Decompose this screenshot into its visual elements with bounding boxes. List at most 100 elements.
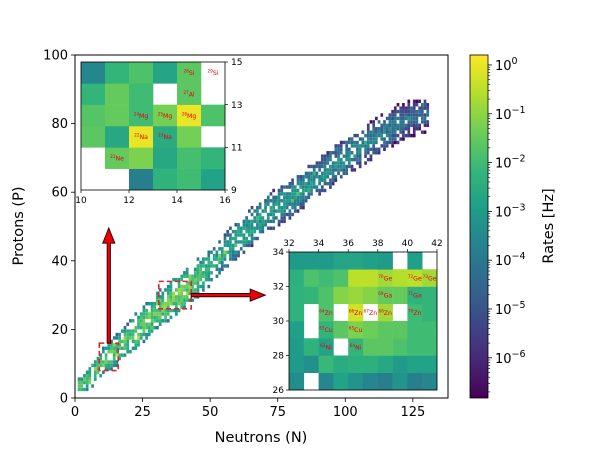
main-heatmap-cell — [220, 253, 224, 258]
inset-lower-right-x-ticks: 32 34 36 38 40 42 — [283, 239, 443, 252]
main-heatmap-cell — [107, 349, 111, 354]
main-heatmap-cell — [231, 229, 235, 234]
main-heatmap-cell — [102, 360, 105, 364]
main-heatmap-cell — [139, 312, 143, 316]
main-heatmap-cell — [234, 233, 238, 237]
main-heatmap-cell — [366, 147, 370, 152]
main-heatmap-cell — [261, 219, 265, 224]
main-heatmap-cell — [304, 195, 308, 200]
main-heatmap-cell — [393, 127, 397, 131]
main-heatmap-cell — [404, 133, 408, 138]
main-heatmap-cell — [296, 192, 300, 196]
main-heatmap-cell — [277, 205, 281, 210]
main-heatmap-cell — [180, 288, 184, 292]
inset-x-tick-label: 32 — [283, 239, 294, 249]
main-heatmap-cell — [177, 295, 181, 299]
main-heatmap-cell — [223, 240, 227, 244]
main-heatmap-cell — [212, 247, 216, 251]
main-heatmap-cell — [85, 373, 89, 378]
main-heatmap-cell — [196, 281, 200, 285]
main-heatmap-cell — [364, 147, 367, 152]
main-heatmap-cell — [169, 281, 173, 285]
main-heatmap-cell — [426, 106, 430, 110]
main-heatmap-cell — [266, 202, 270, 206]
main-heatmap-cell — [350, 151, 354, 155]
main-heatmap-cell — [412, 113, 416, 117]
isotope-label: 71Ga — [408, 291, 422, 300]
main-heatmap-cell — [172, 308, 175, 313]
main-heatmap-cell — [223, 253, 227, 258]
main-heatmap-cell — [242, 250, 246, 254]
main-heatmap-cell — [256, 219, 259, 224]
main-heatmap-cell — [372, 140, 376, 145]
main-heatmap-cell — [177, 284, 181, 289]
main-heatmap-cell — [291, 212, 294, 217]
main-heatmap-cell — [402, 130, 405, 134]
main-heatmap-cell — [331, 171, 335, 176]
colorbar-ticks: 10−6 10−5 10−4 10−3 10−2 10−1 100 — [488, 56, 526, 393]
main-heatmap-cell — [202, 271, 205, 275]
main-heatmap-cell — [183, 288, 186, 292]
main-heatmap-cell — [399, 106, 403, 110]
main-heatmap-cell — [220, 267, 224, 272]
main-heatmap-cell — [372, 137, 376, 141]
main-heatmap-cell — [153, 315, 157, 320]
main-heatmap-cell — [337, 157, 340, 162]
main-heatmap-cell — [202, 274, 205, 278]
main-heatmap-cell — [345, 171, 348, 176]
main-heatmap-cell — [318, 168, 321, 172]
main-heatmap-cell — [326, 151, 330, 155]
main-heatmap-cell — [131, 346, 135, 350]
main-heatmap-cell — [329, 168, 332, 172]
main-heatmap-cell — [139, 319, 143, 323]
main-heatmap-cell — [329, 164, 332, 169]
main-heatmap-cell — [183, 284, 186, 289]
main-heatmap-cell — [323, 154, 327, 158]
main-heatmap-cell — [180, 274, 184, 278]
main-heatmap-cell — [129, 349, 132, 354]
inset-heatmap-cell — [363, 321, 379, 339]
main-heatmap-cell — [115, 336, 119, 340]
main-heatmap-cell — [272, 205, 276, 210]
main-heatmap-cell — [399, 127, 403, 131]
main-heatmap-cell — [312, 171, 316, 176]
main-heatmap-cell — [323, 178, 327, 182]
main-heatmap-cell — [126, 329, 130, 333]
main-heatmap-cell — [320, 164, 324, 169]
main-heatmap-cell — [277, 192, 281, 196]
main-heatmap-cell — [142, 315, 146, 320]
main-heatmap-cell — [153, 325, 157, 330]
main-heatmap-cell — [329, 181, 332, 186]
main-heatmap-cell — [361, 144, 365, 148]
main-heatmap-cell — [139, 325, 143, 330]
main-heatmap-cell — [347, 137, 351, 141]
main-heatmap-cell — [307, 192, 311, 196]
main-x-ticks: 0 25 50 75 100 125 — [71, 398, 425, 420]
main-heatmap-cell — [126, 349, 130, 354]
main-heatmap-cell — [156, 295, 159, 299]
main-heatmap-cell — [137, 315, 140, 320]
main-heatmap-cell — [166, 319, 170, 323]
main-heatmap-cell — [380, 113, 384, 117]
main-heatmap-cell — [150, 312, 154, 316]
main-heatmap-cell — [137, 332, 140, 337]
main-heatmap-cell — [323, 161, 327, 165]
main-heatmap-cell — [388, 116, 392, 121]
main-heatmap-cell — [412, 103, 416, 107]
main-heatmap-cell — [164, 301, 167, 306]
main-heatmap-cell — [320, 154, 324, 158]
main-heatmap-cell — [293, 185, 297, 189]
main-heatmap-cell — [104, 367, 108, 371]
main-heatmap-cell — [299, 185, 303, 189]
main-heatmap-cell — [402, 116, 405, 121]
main-heatmap-cell — [366, 130, 370, 134]
main-heatmap-cell — [218, 240, 221, 244]
inset-x-tick-label: 42 — [431, 239, 442, 249]
main-heatmap-cell — [320, 175, 324, 179]
main-x-tick-label: 125 — [400, 405, 425, 420]
main-heatmap-cell — [123, 339, 127, 344]
inset-heatmap-cell — [289, 303, 305, 322]
main-heatmap-cell — [261, 226, 265, 230]
main-heatmap-cell — [420, 120, 424, 124]
main-heatmap-cell — [129, 332, 132, 337]
